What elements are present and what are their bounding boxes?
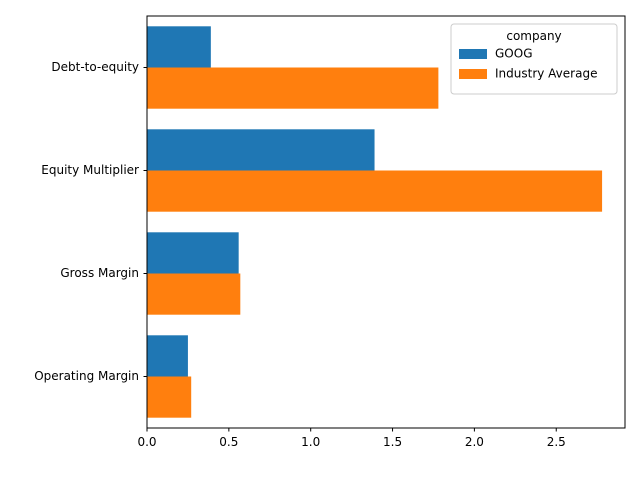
x-tick-label: 2.5 <box>547 435 566 449</box>
y-tick-label: Equity Multiplier <box>41 163 139 177</box>
bars-layer <box>147 26 603 418</box>
y-tick-label: Gross Margin <box>60 266 139 280</box>
y-tick-label: Operating Margin <box>34 369 139 383</box>
x-tick-label: 0.0 <box>137 435 156 449</box>
x-tick-label: 1.5 <box>383 435 402 449</box>
bar-goog-3 <box>147 335 188 377</box>
plot-frame <box>146 15 626 429</box>
bar-goog-0 <box>147 26 211 68</box>
bar-industry-average-3 <box>147 376 192 418</box>
x-tick-label: 0.5 <box>219 435 238 449</box>
legend: company GOOG Industry Average <box>450 23 618 95</box>
legend-title: company <box>506 29 561 43</box>
bar-goog-1 <box>147 129 375 171</box>
x-axis: 0.0 0.5 1.0 1.5 2.0 2.5 <box>137 428 566 449</box>
bar-industry-average-0 <box>147 67 439 109</box>
legend-swatch-industry-average <box>459 69 487 79</box>
x-tick-label: 2.0 <box>465 435 484 449</box>
y-tick-label: Debt-to-equity <box>51 60 139 74</box>
legend-box <box>450 23 618 95</box>
legend-label: Industry Average <box>495 67 597 81</box>
bar-industry-average-1 <box>147 170 603 212</box>
bar-goog-2 <box>147 232 239 274</box>
bar-industry-average-2 <box>147 273 241 315</box>
y-axis: Debt-to-equity Equity Multiplier Gross Mar… <box>34 60 147 383</box>
legend-swatch-goog <box>459 49 487 59</box>
legend-label: GOOG <box>495 47 533 61</box>
x-tick-label: 1.0 <box>301 435 320 449</box>
